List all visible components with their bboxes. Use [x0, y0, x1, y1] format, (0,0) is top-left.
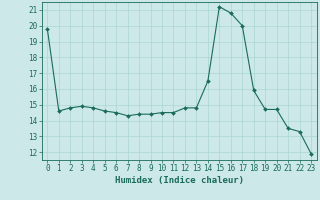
X-axis label: Humidex (Indice chaleur): Humidex (Indice chaleur) — [115, 176, 244, 185]
